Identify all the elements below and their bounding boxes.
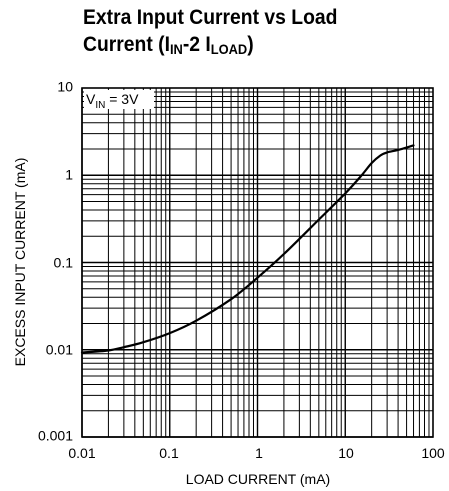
y-axis-label: EXCESS INPUT CURRENT (mA): [12, 158, 28, 367]
annotation-background: [84, 90, 154, 109]
title-text-part: ): [247, 33, 254, 56]
grid: [81, 88, 433, 438]
y-tick-label: 10: [57, 79, 73, 95]
chart-title: Extra Input Current vs Load Current (IIN…: [83, 4, 414, 58]
y-tick-label: 0.1: [54, 255, 74, 271]
y-tick-labels: 10 1 0.1 0.01 0.001: [38, 79, 73, 444]
chart-title-line1: Extra Input Current vs Load: [83, 6, 338, 29]
y-tick-label: 0.01: [46, 342, 73, 358]
vin-annotation: VIN = 3V: [86, 91, 139, 111]
series-line: [80, 144, 415, 354]
y-tick-label: 0.001: [38, 428, 73, 444]
x-tick-labels: 0.01 0.1 1 10 100: [68, 445, 445, 461]
x-tick-label: 0.1: [159, 445, 179, 461]
title-text-part: -2 I: [182, 33, 211, 56]
x-axis-label: LOAD CURRENT (mA): [186, 471, 330, 487]
x-tick-label: 0.01: [68, 445, 95, 461]
chart-title-line2: Current (IIN-2 ILOAD): [83, 31, 414, 58]
title-text-part: Current (I: [83, 33, 170, 56]
x-tick-label: 1: [255, 445, 263, 461]
x-tick-label: 100: [421, 445, 445, 461]
plot-frame: [81, 87, 434, 438]
title-subscript: IN: [169, 41, 183, 57]
y-tick-label: 1: [65, 167, 73, 183]
x-tick-label: 10: [338, 445, 354, 461]
title-subscript: LOAD: [210, 41, 248, 57]
